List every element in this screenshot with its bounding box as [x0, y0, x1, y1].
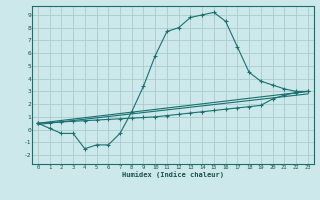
X-axis label: Humidex (Indice chaleur): Humidex (Indice chaleur) [122, 171, 224, 178]
